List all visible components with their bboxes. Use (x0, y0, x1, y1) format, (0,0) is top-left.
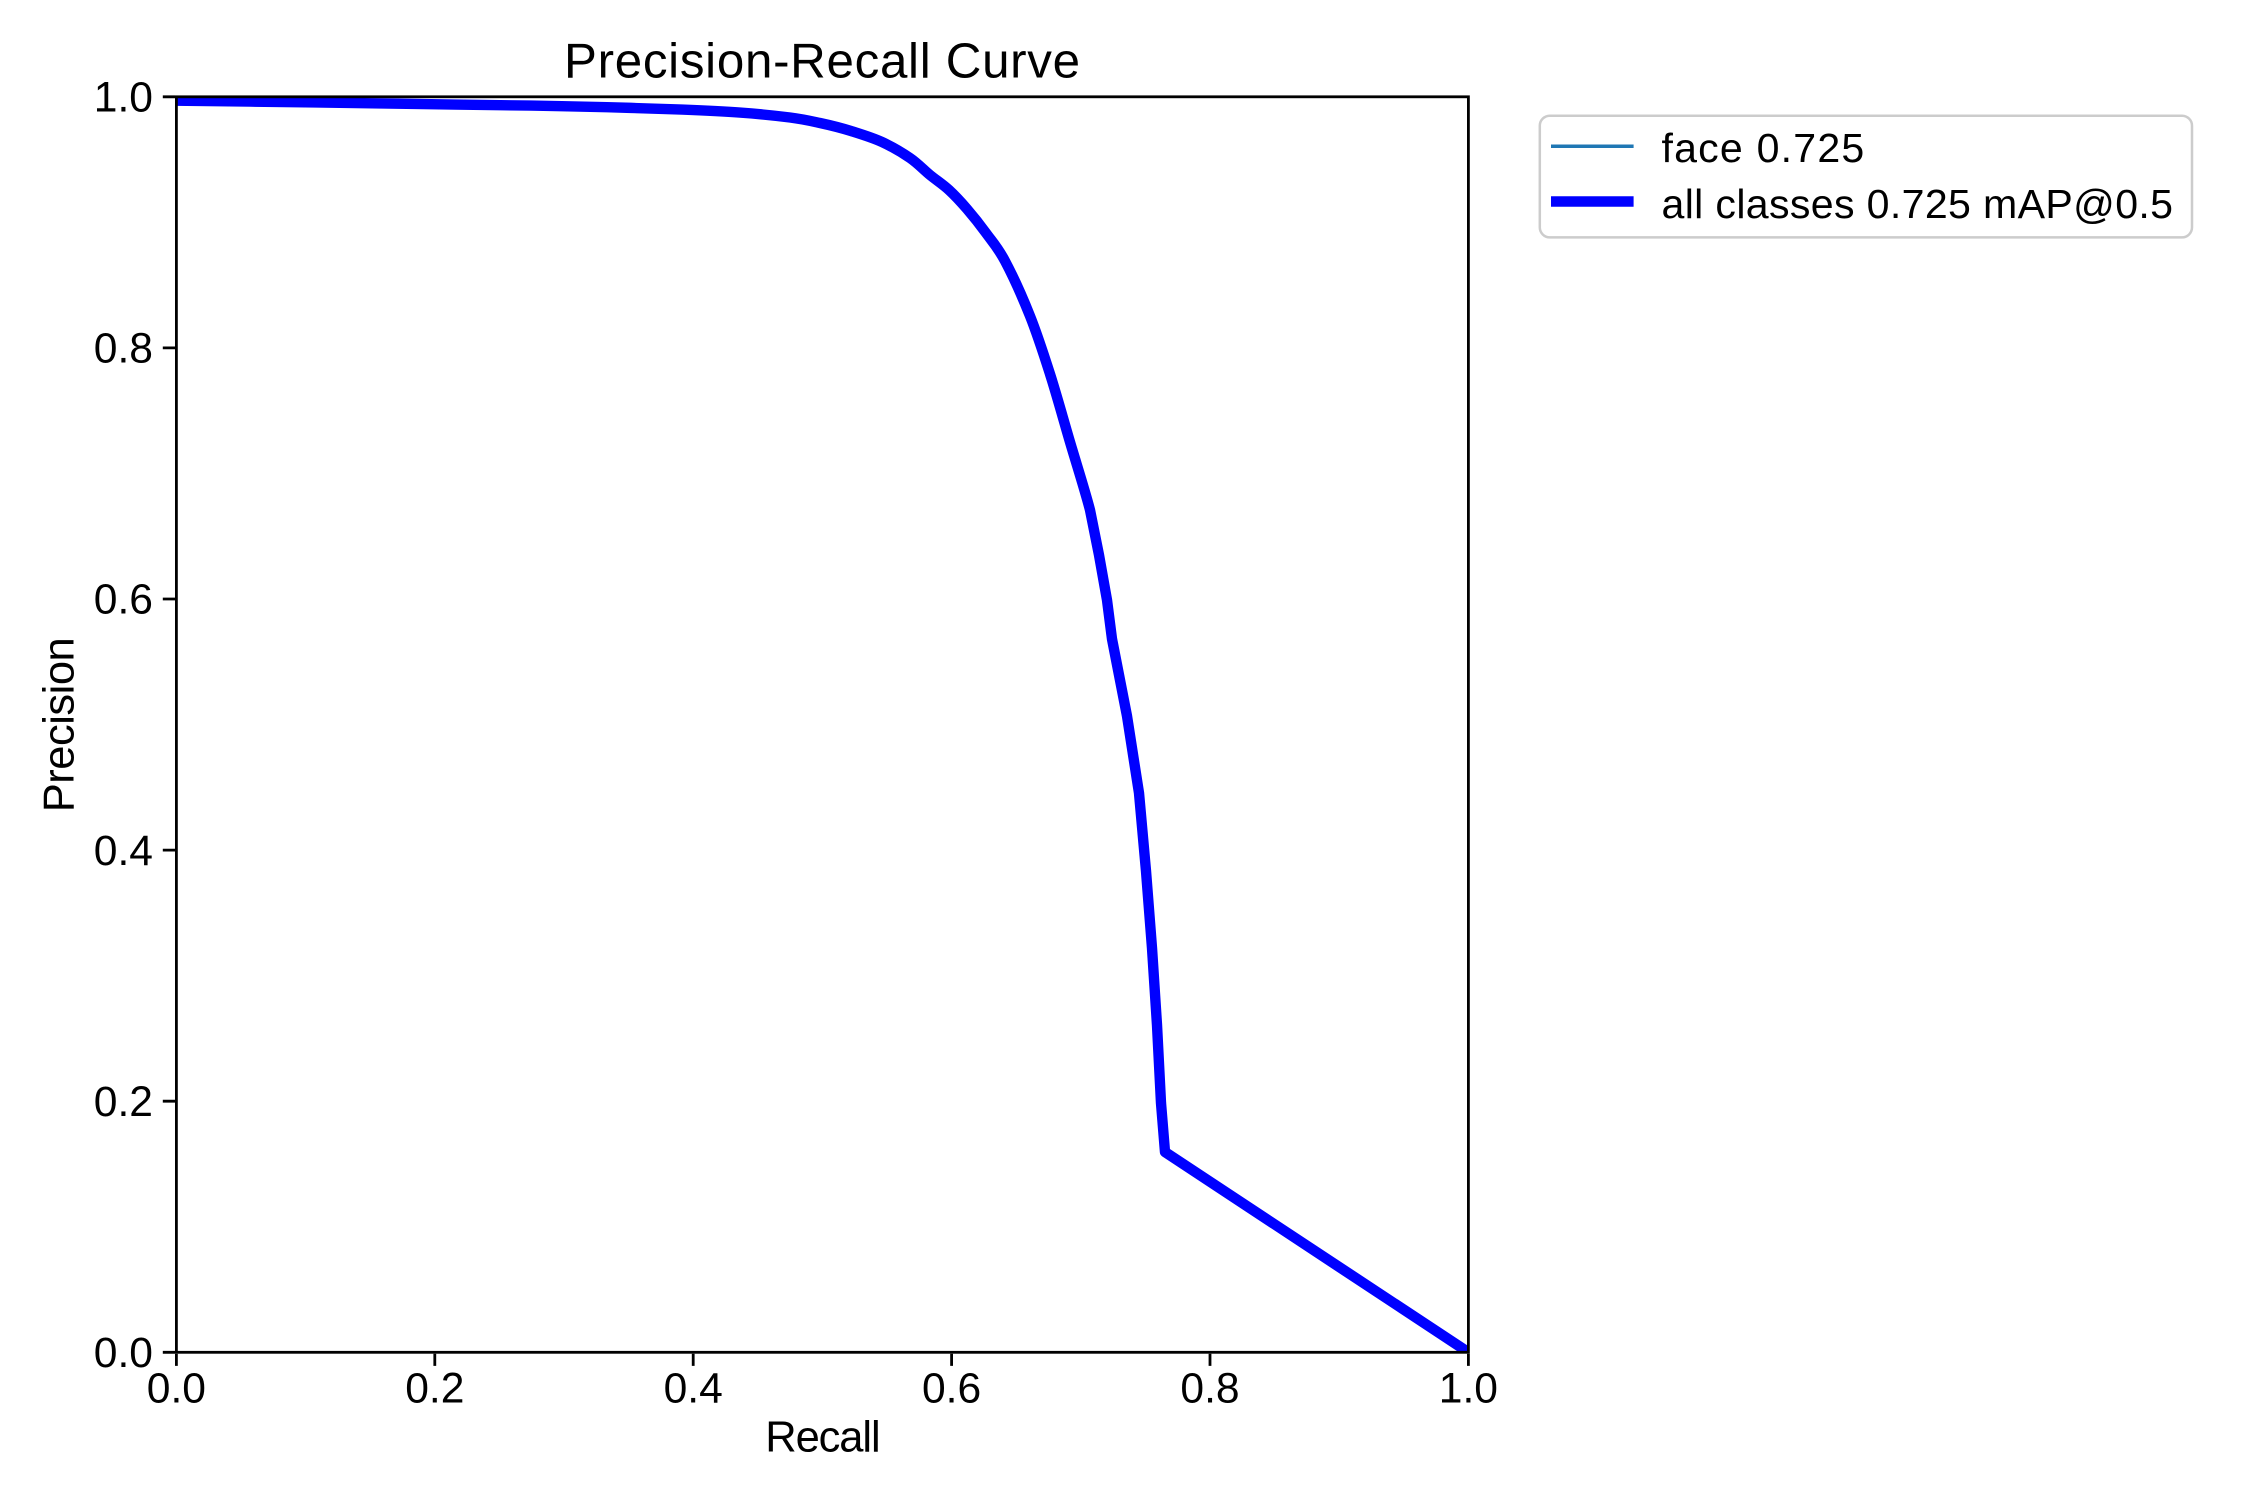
svg-text:0.6: 0.6 (94, 576, 153, 624)
svg-text:all classes 0.725 mAP@0.5: all classes 0.725 mAP@0.5 (1662, 181, 2174, 227)
svg-text:0.2: 0.2 (94, 1078, 153, 1126)
svg-text:0.0: 0.0 (94, 1329, 153, 1377)
svg-text:1.0: 1.0 (1439, 1365, 1498, 1413)
svg-text:0.8: 0.8 (94, 325, 153, 373)
svg-text:0.4: 0.4 (664, 1365, 723, 1413)
svg-text:0.6: 0.6 (922, 1365, 981, 1413)
svg-text:0.8: 0.8 (1180, 1365, 1239, 1413)
svg-text:0.2: 0.2 (405, 1365, 464, 1413)
svg-text:Precision-Recall Curve: Precision-Recall Curve (564, 34, 1081, 89)
svg-text:0.4: 0.4 (94, 827, 153, 875)
svg-text:0.0: 0.0 (147, 1365, 206, 1413)
svg-text:Precision: Precision (36, 638, 84, 812)
svg-text:face 0.725: face 0.725 (1662, 125, 1866, 171)
svg-text:1.0: 1.0 (94, 74, 153, 122)
svg-text:Recall: Recall (765, 1414, 879, 1462)
